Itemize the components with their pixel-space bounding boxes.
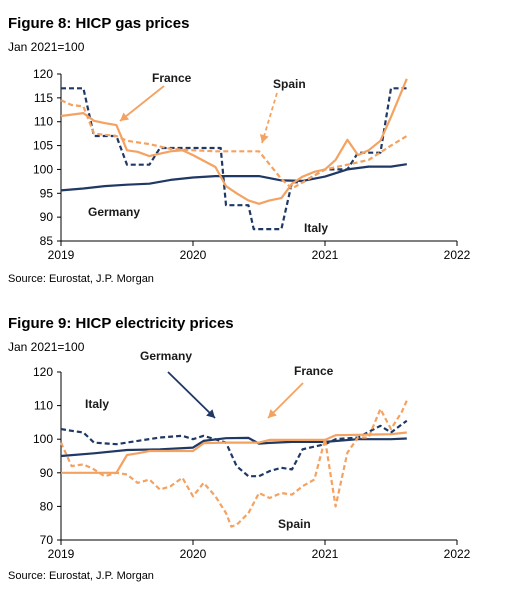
gas-prices-chart: 85 90 95 100 105 110 115 120 2019 2020 2021 2022 Fra… [33,67,471,262]
x-tick-label: 2022 [444,248,471,262]
annotation-label: Spain [278,517,311,531]
chart-source: Source: Eurostat, J.P. Morgan [8,273,154,285]
annotation-arrow [261,92,278,144]
series-line-spain [59,400,408,528]
x-tick-label: 2021 [312,547,339,561]
x-tick-label: 2021 [312,248,339,262]
chart-title: Figure 8: HICP gas prices [8,15,190,32]
chart-title: Figure 9: HICP electricity prices [8,315,234,332]
y-tick-label: 85 [40,234,54,248]
y-tick-label: 90 [40,210,54,224]
series-line-italy [60,419,408,478]
y-tick-label: 80 [40,499,54,513]
annotation-arrowhead [259,134,269,143]
y-tick-label: 100 [33,162,53,176]
x-tick-label: 2022 [444,547,471,561]
annotation-label: Italy [304,221,328,235]
series-line-spain [60,99,408,190]
y-tick-label: 90 [40,466,54,480]
y-tick-label: 115 [34,91,53,105]
series-line-france [61,431,407,474]
annotation-label: Germany [88,205,140,219]
x-tick-label: 2020 [180,547,207,561]
y-tick-label: 110 [34,115,53,129]
y-tick-label: 100 [33,432,53,446]
annotation-label: France [294,364,334,378]
y-tick-label: 120 [33,67,53,81]
series-line-italy [61,87,407,231]
x-tick-label: 2019 [48,248,75,262]
chart-source: Source: Eurostat, J.P. Morgan [8,570,154,582]
y-tick-label: 120 [33,365,53,379]
y-tick-label: 105 [33,139,53,153]
annotation-arrow [119,85,165,122]
series-line-france [60,78,408,205]
annotation-arrow [267,382,304,419]
series-line-germany [60,436,407,458]
y-tick-label: 110 [34,399,53,413]
y-tick-label: 70 [40,533,54,547]
annotation-label: France [152,71,192,85]
series-line-germany [60,163,407,192]
annotation-arrowhead [120,112,130,121]
annotation-label: Germany [140,349,192,363]
annotation-label: Italy [85,397,109,411]
x-tick-label: 2020 [180,248,207,262]
annotation-arrow [167,371,216,419]
annotation-arrowhead [206,409,215,418]
y-tick-label: 95 [40,186,54,200]
annotation-label: Spain [273,77,306,91]
annotation-arrowhead [268,409,277,418]
x-tick-label: 2019 [48,547,75,561]
chart-subtitle: Jan 2021=100 [8,40,85,54]
chart-subtitle: Jan 2021=100 [8,340,85,354]
